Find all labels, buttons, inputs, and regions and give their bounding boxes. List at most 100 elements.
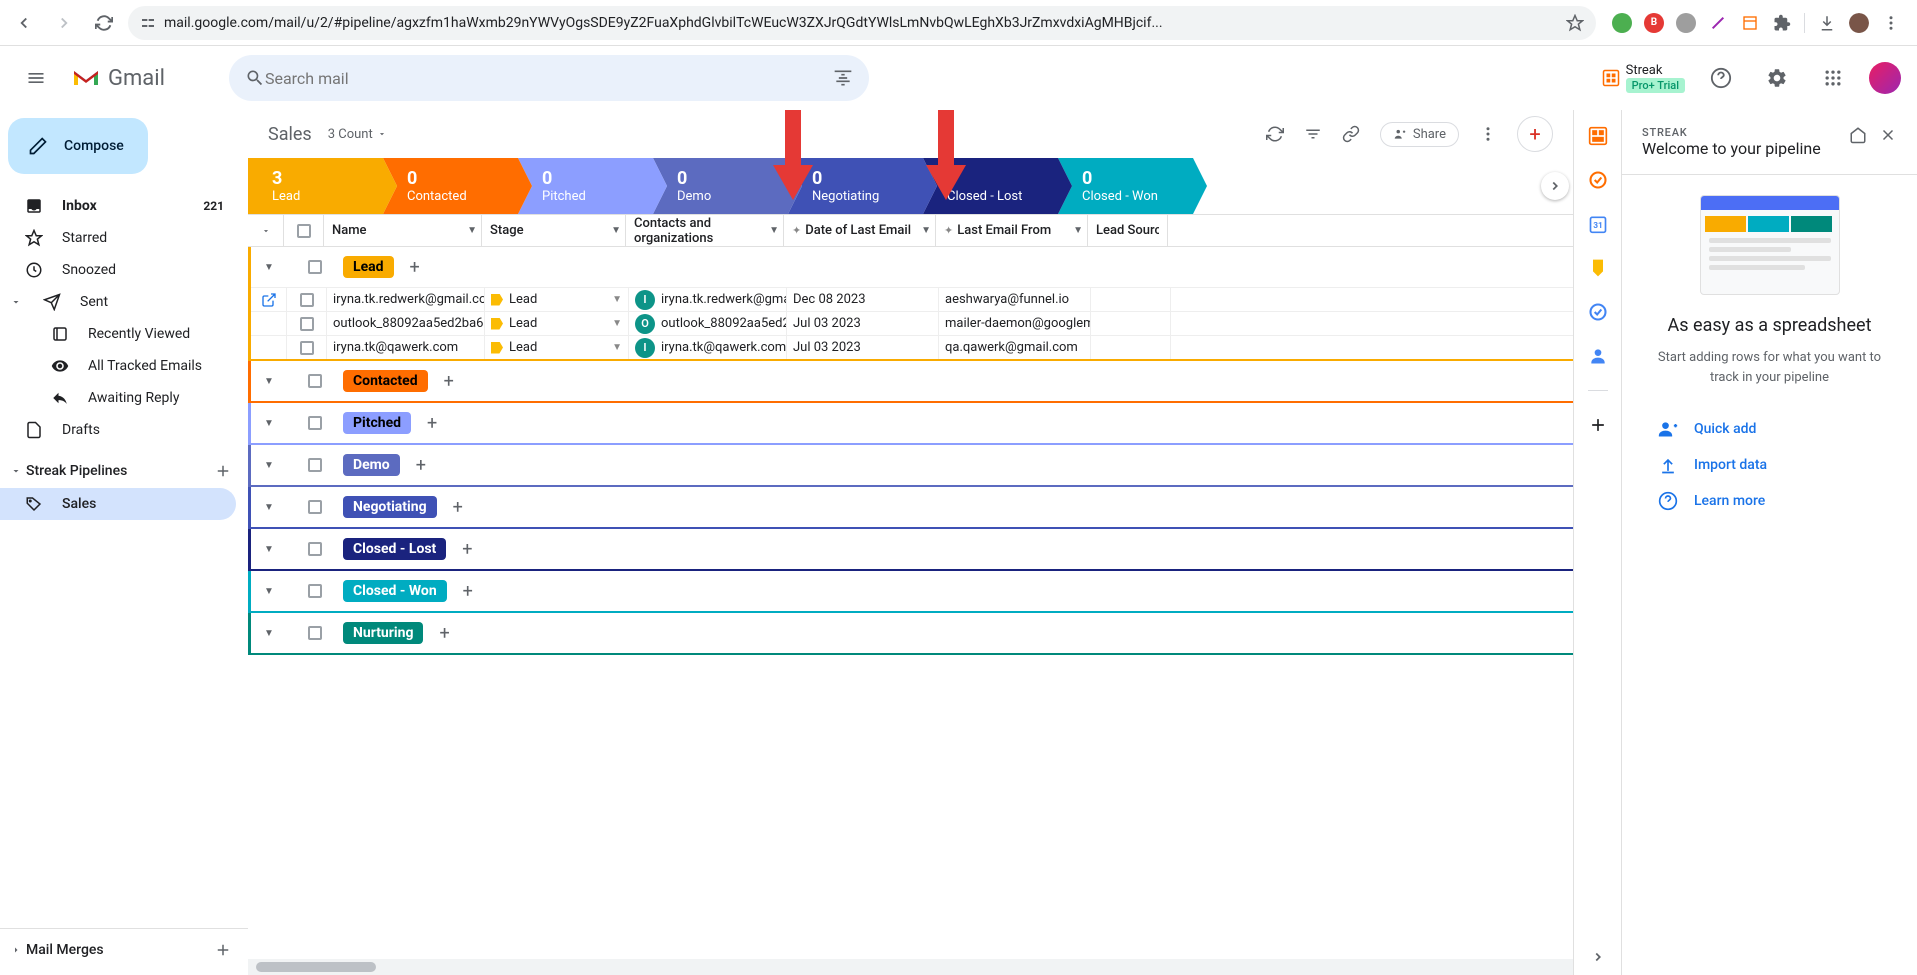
panel-link-import-data[interactable]: Import data <box>1642 447 1897 483</box>
rail-streak-icon[interactable] <box>1588 126 1608 146</box>
cell-stage[interactable]: Lead▼ <box>485 312 629 335</box>
ext-icon-1[interactable] <box>1612 13 1632 33</box>
nav-sent[interactable]: Sent <box>0 286 236 318</box>
row-open[interactable] <box>251 288 287 311</box>
cell-name[interactable]: iryna.tk.redwerk@gmail.com <box>327 288 485 311</box>
settings-icon[interactable] <box>1757 58 1797 98</box>
group-toggle[interactable]: ▼ <box>251 460 287 471</box>
th-contacts[interactable]: Contacts and organizations▼ <box>626 215 784 246</box>
group-header[interactable]: ▼Closed - Lost+ <box>251 529 1573 569</box>
group-add[interactable]: + <box>410 257 420 278</box>
group-toggle[interactable]: ▼ <box>251 544 287 555</box>
stage-contacted[interactable]: 0Contacted <box>383 158 518 214</box>
group-add[interactable]: + <box>453 497 463 518</box>
nav-recently-viewed[interactable]: Recently Viewed <box>0 318 236 350</box>
rail-contacts-icon[interactable] <box>1588 346 1608 366</box>
group-checkbox[interactable] <box>295 500 335 514</box>
mail-merges-section[interactable]: Mail Merges <box>0 928 248 967</box>
rail-check-icon[interactable] <box>1588 170 1608 190</box>
stage-demo[interactable]: 0Demo <box>653 158 788 214</box>
th-date[interactable]: ✦Date of Last Email▼ <box>784 215 936 246</box>
ext-icon-3[interactable] <box>1676 13 1696 33</box>
group-add[interactable]: + <box>427 413 437 434</box>
th-expand[interactable] <box>248 215 284 246</box>
browser-reload[interactable] <box>88 7 120 39</box>
support-icon[interactable] <box>1701 58 1741 98</box>
ext-icon-5[interactable] <box>1740 13 1760 33</box>
group-toggle[interactable]: ▼ <box>251 376 287 387</box>
group-header[interactable]: ▼Contacted+ <box>251 361 1573 401</box>
search-bar[interactable] <box>229 55 869 101</box>
row-checkbox[interactable] <box>287 288 327 311</box>
group-header[interactable]: ▼Negotiating+ <box>251 487 1573 527</box>
downloads-icon[interactable] <box>1817 13 1837 33</box>
th-name[interactable]: Name▼ <box>324 215 482 246</box>
extensions-icon[interactable] <box>1772 13 1792 33</box>
group-header[interactable]: ▼Demo+ <box>251 445 1573 485</box>
nav-awaiting-reply[interactable]: Awaiting Reply <box>0 382 236 414</box>
table-row[interactable]: iryna.tk.redwerk@gmail.comLead▼Iiryna.tk… <box>251 287 1573 311</box>
cell-leadsource[interactable] <box>1091 336 1171 359</box>
nav-drafts[interactable]: Drafts <box>0 414 236 446</box>
nav-all-tracked-emails[interactable]: All Tracked Emails <box>0 350 236 382</box>
group-checkbox[interactable] <box>295 416 335 430</box>
group-checkbox[interactable] <box>295 626 335 640</box>
stage-closed---won[interactable]: 0Closed - Won <box>1058 158 1193 214</box>
nav-inbox[interactable]: Inbox221 <box>0 190 236 222</box>
pipeline-sales[interactable]: Sales <box>0 488 236 520</box>
group-checkbox[interactable] <box>295 374 335 388</box>
th-stage[interactable]: Stage▼ <box>482 215 626 246</box>
th-leadsource[interactable]: Lead Source <box>1088 215 1168 246</box>
table-row[interactable]: outlook_88092aa5ed2ba6Lead▼Ooutlook_8809… <box>251 311 1573 335</box>
add-merge-button[interactable] <box>210 937 236 963</box>
streak-icon[interactable] <box>1602 69 1620 87</box>
url-bar[interactable]: mail.google.com/mail/u/2/#pipeline/agxzf… <box>128 6 1596 40</box>
group-header[interactable]: ▼Nurturing+ <box>251 613 1573 653</box>
search-options-icon[interactable] <box>833 68 853 88</box>
rail-add-icon[interactable] <box>1588 415 1608 435</box>
cell-contacts[interactable]: Iiryna.tk.redwerk@gmail.com <box>629 288 787 311</box>
site-info-icon[interactable] <box>140 15 156 31</box>
table-row[interactable]: iryna.tk@qawerk.comLead▼Iiryna.tk@qawerk… <box>251 335 1573 359</box>
panel-home-icon[interactable] <box>1849 126 1867 144</box>
link-icon[interactable] <box>1342 125 1360 143</box>
group-toggle[interactable]: ▼ <box>251 502 287 513</box>
group-checkbox[interactable] <box>295 260 335 274</box>
main-menu-button[interactable] <box>16 58 56 98</box>
group-add[interactable]: + <box>462 539 472 560</box>
cell-leadsource[interactable] <box>1091 312 1171 335</box>
nav-snoozed[interactable]: Snoozed <box>0 254 236 286</box>
pipeline-count[interactable]: 3 Count <box>328 127 387 142</box>
group-header[interactable]: ▼Pitched+ <box>251 403 1573 443</box>
share-button[interactable]: Share <box>1380 122 1459 147</box>
group-toggle[interactable]: ▼ <box>251 262 287 273</box>
cell-name[interactable]: iryna.tk@qawerk.com <box>327 336 485 359</box>
browser-back[interactable] <box>8 7 40 39</box>
more-icon[interactable] <box>1479 125 1497 143</box>
row-open[interactable] <box>251 312 287 335</box>
group-header[interactable]: ▼Closed - Won+ <box>251 571 1573 611</box>
browser-forward[interactable] <box>48 7 80 39</box>
rail-keep-icon[interactable] <box>1588 258 1608 278</box>
filter-icon[interactable] <box>1304 125 1322 143</box>
row-checkbox[interactable] <box>287 312 327 335</box>
add-pipeline-button[interactable] <box>210 458 236 484</box>
compose-button[interactable]: Compose <box>8 118 148 174</box>
stages-scroll-right[interactable] <box>1541 172 1569 200</box>
group-add[interactable]: + <box>463 581 473 602</box>
group-add[interactable]: + <box>439 623 449 644</box>
rail-collapse-icon[interactable] <box>1588 955 1608 975</box>
group-toggle[interactable]: ▼ <box>251 628 287 639</box>
rail-calendar-icon[interactable]: 31 <box>1588 214 1608 234</box>
horizontal-scrollbar[interactable] <box>248 959 1573 975</box>
panel-link-learn-more[interactable]: Learn more <box>1642 483 1897 519</box>
stage-pitched[interactable]: 0Pitched <box>518 158 653 214</box>
add-box-button[interactable]: + <box>1517 116 1553 152</box>
ext-icon-2[interactable]: B <box>1644 13 1664 33</box>
group-checkbox[interactable] <box>295 542 335 556</box>
refresh-icon[interactable] <box>1266 125 1284 143</box>
user-avatar[interactable] <box>1869 62 1901 94</box>
panel-link-quick-add[interactable]: Quick add <box>1642 411 1897 447</box>
streak-badge[interactable]: Streak Pro+ Trial <box>1626 63 1685 93</box>
group-checkbox[interactable] <box>295 584 335 598</box>
